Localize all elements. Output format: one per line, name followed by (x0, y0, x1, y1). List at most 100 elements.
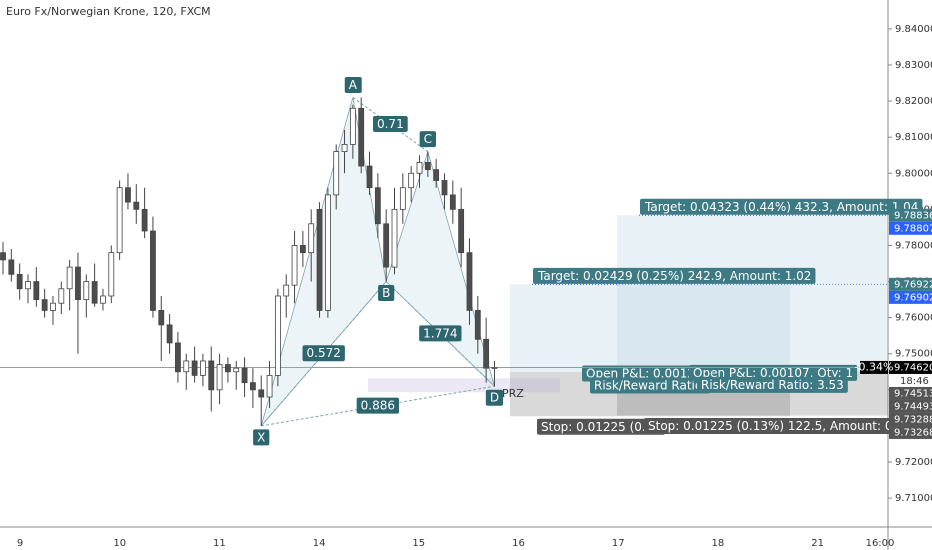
y-tick-label: 9.84000 (895, 24, 932, 35)
point-label-text: C (424, 132, 432, 146)
x-tick-label: 17 (612, 538, 625, 549)
candle-body (283, 284, 290, 297)
candle-body (466, 252, 473, 311)
target-label-bg (533, 267, 816, 284)
rr-label-text: Risk/Reward Ratio: 3.53 (701, 378, 844, 392)
target-zone (617, 215, 888, 372)
candle-body (324, 194, 331, 311)
candle-body (449, 194, 456, 210)
prz-zone (368, 378, 560, 393)
y-tick-label: 9.83000 (895, 60, 932, 71)
y-tick-label: 9.78000 (895, 240, 932, 251)
candle-body (91, 281, 98, 304)
stop-label-bg (537, 418, 665, 435)
x-tick-label: 9 (17, 538, 23, 549)
ratio-label: 0.572 (302, 345, 345, 362)
price-label-text: 9.78836 (894, 210, 932, 221)
point-label: X (253, 429, 270, 446)
candle-body (216, 364, 223, 391)
point-label-bg (344, 76, 362, 93)
candle-body (249, 382, 256, 391)
point-label-bg (419, 131, 437, 148)
price-label: 9.74513 (889, 386, 932, 400)
y-tick-label: 9.76000 (895, 313, 932, 324)
candle-body (366, 165, 373, 189)
point-label: A (344, 76, 362, 93)
candle-body (491, 367, 498, 369)
target-label: Target: 0.04323 (0.44%) 432.3, Amount: 1… (640, 198, 923, 215)
ratio-label-bg (372, 116, 408, 133)
candle-body (474, 310, 481, 340)
candle-body (308, 223, 315, 254)
candle-body (100, 295, 106, 304)
price-label: 9.74493 (889, 399, 932, 413)
candle-body (166, 324, 173, 344)
point-label: D (485, 389, 504, 406)
candle-body (191, 360, 198, 376)
ratio-label-bg (356, 397, 400, 414)
candle-body (233, 367, 240, 373)
ratio-label-text: 0.572 (307, 346, 341, 360)
x-tick-label: 18 (712, 538, 725, 549)
countdown-bg (889, 374, 932, 388)
change-text: -0.34% (855, 360, 894, 373)
price-label: 9.74620 (889, 360, 932, 388)
candle-body (158, 310, 165, 326)
price-label-bg (889, 412, 932, 426)
candle-body (441, 180, 448, 196)
candle-body (75, 266, 81, 300)
x-tick-label: 16 (512, 538, 525, 549)
price-label: 9.78836 (889, 208, 932, 222)
candle-body (258, 389, 265, 398)
point-label-text: A (349, 78, 358, 92)
candle-body (58, 288, 65, 304)
chart-title: Euro Fx/Norwegian Krone, 120, FXCM (6, 5, 211, 18)
candle-body (266, 374, 273, 398)
price-label-text: 9.76922 (894, 279, 932, 290)
price-label-text: 9.74493 (894, 401, 932, 412)
candle-body (108, 252, 115, 297)
ratio-line (261, 385, 495, 427)
price-label-text: 9.73288 (894, 414, 932, 425)
ratio-label-text: 0.886 (361, 399, 395, 413)
candle-body (241, 367, 248, 384)
candle-body (8, 259, 15, 275)
x-tick-label: 11 (213, 538, 226, 549)
x-tick-label: 14 (313, 538, 326, 549)
candle-body (175, 342, 181, 373)
price-label-bg (889, 290, 932, 304)
candle-body (416, 162, 423, 174)
x-tick-label: 10 (113, 538, 126, 549)
price-label: 9.73288 (889, 412, 932, 426)
ratio-label: 0.886 (356, 397, 400, 414)
candle-body (83, 281, 90, 300)
candle-body (16, 273, 23, 290)
candle-body (349, 107, 356, 145)
stop-label: Stop: 0.01225 (0.13 (537, 418, 665, 435)
candle-body (225, 364, 231, 373)
candle-body (408, 172, 415, 189)
pnl-label-text: Open P&L: 0.00127, (586, 367, 706, 381)
price-label-bg (889, 399, 932, 413)
candle-body (333, 151, 340, 196)
change-label: -0.34% (855, 360, 894, 374)
y-tick-label: 9.72000 (895, 457, 932, 468)
price-label: 9.76902 (889, 290, 932, 304)
y-tick-label: 9.81000 (895, 132, 932, 143)
candle-body (341, 143, 348, 153)
stop-label-text: Stop: 0.01225 (0.13%) 122.5, Amount: 0.9… (648, 419, 912, 433)
ratio-label: 1.774 (419, 325, 462, 342)
candle-body (183, 360, 190, 373)
price-label-text: 9.74513 (894, 388, 932, 399)
price-label-text: 9.74620 (894, 362, 932, 373)
point-label-bg (378, 285, 395, 302)
point-label-bg (253, 429, 270, 446)
point-label-text: X (257, 430, 265, 444)
candle-body (433, 169, 440, 181)
y-tick-label: 9.75000 (895, 349, 932, 360)
candle-body (299, 245, 306, 254)
candle-body (116, 187, 123, 254)
ratio-label: 0.71 (372, 116, 408, 133)
candle-body (125, 187, 131, 203)
